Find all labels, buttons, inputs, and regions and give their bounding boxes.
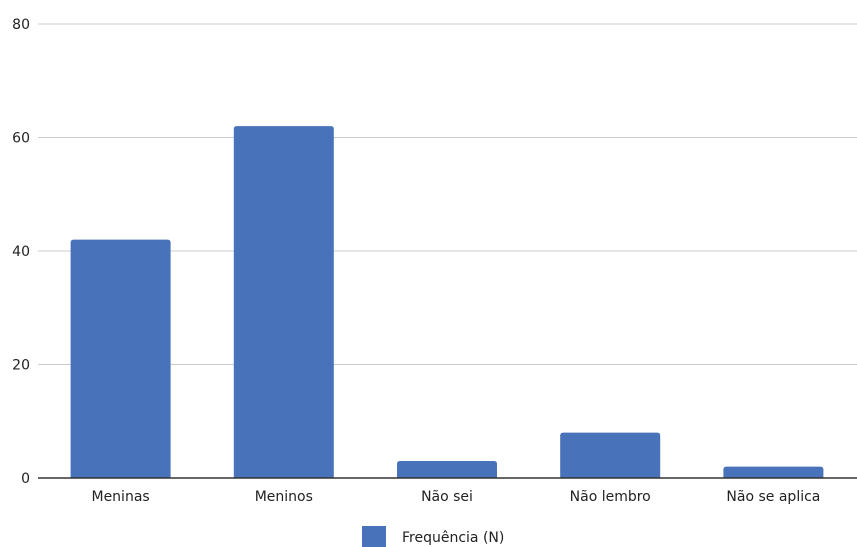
y-tick-label: 80 <box>12 17 30 33</box>
bar-nao-se-aplica <box>723 466 824 478</box>
legend: Frequência (N) <box>362 526 504 547</box>
bar-nao-lembro <box>560 432 661 478</box>
bars <box>70 126 824 479</box>
bar-meninos <box>233 126 334 479</box>
bar-nao-sei <box>397 460 497 478</box>
x-axis-ticks: Meninas Meninos Não sei Não lembro Não se ap… <box>91 489 820 505</box>
bar-meninas <box>70 239 171 478</box>
y-tick-label: 0 <box>21 471 30 487</box>
legend-swatch <box>362 526 386 547</box>
x-tick-label: Meninas <box>91 489 149 505</box>
x-tick-label: Meninos <box>255 489 313 505</box>
x-tick-label: Não se aplica <box>726 489 820 505</box>
legend-label: Frequência (N) <box>402 530 504 546</box>
y-axis-ticks: 0 20 40 60 80 <box>12 17 30 487</box>
x-tick-label: Não sei <box>421 489 473 505</box>
y-tick-label: 20 <box>12 358 30 374</box>
y-tick-label: 40 <box>12 244 30 260</box>
gridlines <box>38 23 857 365</box>
y-tick-label: 60 <box>12 131 30 147</box>
x-tick-label: Não lembro <box>570 489 651 505</box>
